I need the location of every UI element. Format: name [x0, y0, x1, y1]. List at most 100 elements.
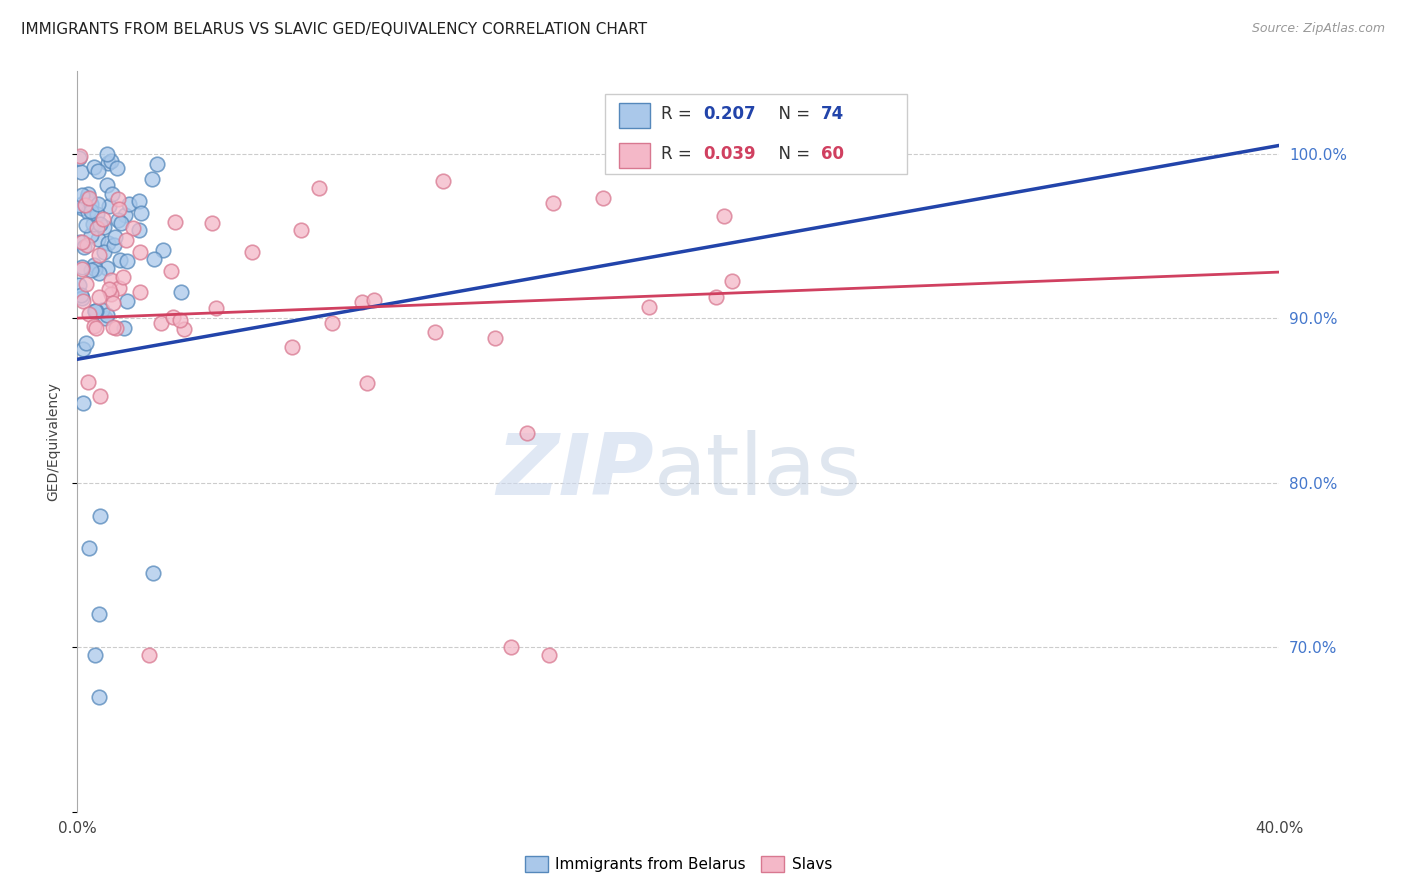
Point	[72, 396, 94, 410]
Point	[516, 426, 538, 441]
Text: N =: N =	[768, 104, 815, 123]
Point	[160, 263, 183, 277]
Point	[114, 208, 136, 222]
Point	[152, 244, 174, 258]
Text: R =: R =	[661, 145, 697, 163]
Point	[129, 206, 152, 220]
Point	[93, 212, 115, 227]
Text: atlas: atlas	[654, 430, 862, 513]
Point	[67, 151, 90, 165]
Point	[77, 191, 100, 205]
Point	[69, 235, 91, 249]
Point	[89, 607, 111, 622]
Point	[104, 230, 127, 244]
Point	[69, 149, 91, 163]
Point	[96, 146, 118, 161]
Point	[72, 201, 94, 215]
Point	[86, 221, 108, 235]
Point	[118, 197, 141, 211]
Point	[105, 161, 128, 175]
Point	[83, 648, 105, 663]
Point	[129, 285, 152, 300]
Point	[76, 191, 98, 205]
Point	[70, 291, 93, 305]
Point	[162, 310, 184, 325]
Point	[91, 303, 114, 318]
Point	[82, 217, 104, 231]
Point	[96, 261, 118, 276]
Text: Source: ZipAtlas.com: Source: ZipAtlas.com	[1251, 22, 1385, 36]
Point	[115, 254, 138, 268]
Point	[89, 389, 111, 403]
Y-axis label: GED/Equivalency: GED/Equivalency	[46, 382, 60, 501]
Point	[83, 258, 105, 272]
Point	[538, 648, 561, 663]
Point	[432, 174, 454, 188]
Point	[128, 194, 150, 208]
Point	[108, 281, 131, 295]
Point	[105, 321, 128, 335]
Point	[77, 307, 100, 321]
Point	[96, 308, 118, 322]
Point	[350, 295, 373, 310]
Point	[75, 218, 97, 232]
Point	[87, 266, 110, 280]
Point	[128, 223, 150, 237]
Point	[356, 376, 378, 390]
Point	[163, 215, 186, 229]
Point	[108, 202, 131, 216]
Text: 74: 74	[821, 104, 845, 123]
Point	[149, 317, 172, 331]
Point	[76, 204, 98, 219]
Point	[76, 187, 98, 202]
Point	[72, 235, 94, 250]
Point	[115, 233, 138, 247]
Text: N =: N =	[768, 145, 815, 163]
Point	[281, 340, 304, 354]
Point	[143, 252, 166, 266]
Point	[93, 220, 115, 235]
Point	[240, 245, 263, 260]
Point	[67, 278, 90, 293]
Text: 60: 60	[821, 145, 844, 163]
Point	[290, 223, 312, 237]
Text: 0.039: 0.039	[703, 145, 755, 163]
Point	[76, 375, 98, 389]
Legend: Immigrants from Belarus, Slavs: Immigrants from Belarus, Slavs	[519, 850, 838, 878]
Point	[80, 204, 103, 219]
Point	[80, 197, 103, 211]
Point	[75, 336, 97, 351]
Point	[76, 237, 98, 252]
Point	[76, 192, 98, 206]
Point	[98, 282, 121, 296]
Point	[704, 290, 727, 304]
Point	[484, 331, 506, 345]
Point	[637, 300, 659, 314]
Point	[67, 198, 90, 212]
Point	[89, 690, 111, 704]
Point	[101, 320, 124, 334]
Point	[87, 164, 110, 178]
Point	[720, 274, 742, 288]
Point	[173, 322, 195, 336]
Point	[107, 192, 129, 206]
Point	[86, 304, 108, 318]
Point	[142, 566, 165, 581]
Point	[72, 342, 94, 356]
Point	[713, 209, 735, 223]
Point	[97, 156, 120, 170]
Point	[112, 269, 135, 284]
Point	[592, 191, 614, 205]
Point	[70, 261, 93, 276]
Point	[83, 160, 105, 174]
Point	[70, 287, 93, 301]
Point	[205, 301, 228, 315]
Point	[101, 186, 124, 201]
Point	[138, 648, 160, 663]
Point	[70, 260, 93, 275]
Text: 0.207: 0.207	[703, 104, 755, 123]
Point	[110, 252, 132, 267]
Point	[321, 316, 343, 330]
Point	[89, 290, 111, 304]
Point	[107, 213, 129, 227]
